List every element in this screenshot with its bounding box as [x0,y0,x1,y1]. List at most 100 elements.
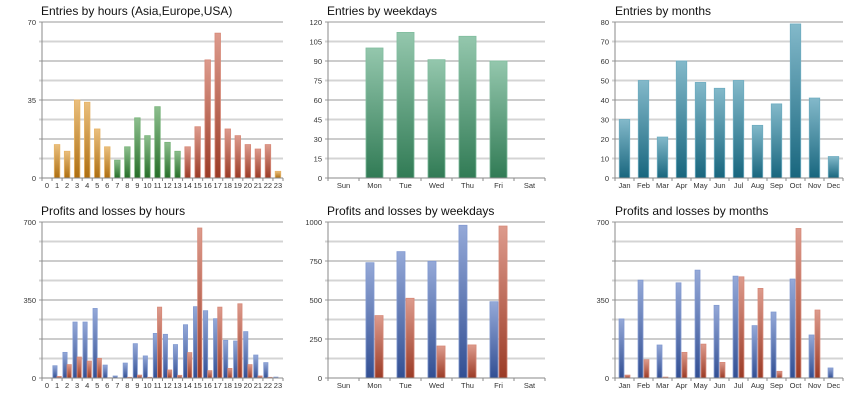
x-tick-label: Sat [524,381,536,390]
bar-may [695,82,705,178]
bar-profit-jan [619,319,624,378]
bar-profit-15 [193,307,197,378]
bar-profit-9 [133,344,137,378]
y-tick-label: 350 [596,296,609,305]
x-tick-label: 7 [115,381,119,390]
bar-aug [752,125,762,178]
chart-title: Entries by hours (Asia,Europe,USA) [41,4,232,18]
x-tick-label: Sep [770,381,783,390]
x-tick-label: 15 [193,381,201,390]
bar-profit-19 [234,341,238,378]
bar-profit-13 [173,345,177,378]
bar-profit-jun [714,305,719,378]
bar-profit-16 [203,311,207,378]
x-tick-label: 0 [45,181,49,190]
x-tick-label: Tue [399,181,412,190]
y-tick-label: 0 [32,374,36,383]
y-tick-label: 10 [601,155,609,164]
x-tick-label: 1 [55,181,59,190]
bar-13 [175,151,181,178]
y-tick-label: 750 [309,257,322,266]
y-tick-label: 0 [318,374,322,383]
bar-3 [74,100,80,178]
x-tick-label: Jan [618,381,630,390]
bar-20 [245,145,251,178]
bar-loss-14 [188,353,192,378]
y-tick-label: 30 [601,116,609,125]
bar-loss-aug [758,288,763,378]
bar-loss-mon [375,316,383,378]
bar-profit-may [695,270,700,378]
bar-profit-8 [123,363,127,378]
x-tick-label: 11 [154,181,162,190]
x-tick-label: 21 [254,381,262,390]
bar-profit-feb [638,280,643,378]
x-tick-label: 17 [214,381,222,390]
x-tick-label: 2 [65,381,69,390]
bar-1 [54,145,60,178]
bar-jun [714,88,724,178]
y-tick-label: 70 [28,18,36,27]
bar-profit-thu [459,225,467,378]
x-tick-label: Apr [676,381,688,390]
bar-23 [275,171,281,178]
x-tick-label: Sep [770,181,783,190]
y-tick-label: 90 [314,57,322,66]
x-tick-label: 9 [135,381,139,390]
x-tick-label: 19 [234,381,242,390]
y-tick-label: 20 [601,135,609,144]
x-tick-label: Wed [429,381,444,390]
x-tick-label: 20 [244,181,252,190]
x-tick-label: 1 [55,381,59,390]
x-tick-label: 13 [173,181,181,190]
bar-profit-21 [254,355,258,378]
chart-title: Profits and losses by weekdays [327,204,494,218]
bar-tue [397,32,414,178]
x-tick-label: Jun [713,181,725,190]
bar-profit-5 [93,308,97,378]
x-tick-label: May [693,381,707,390]
x-tick-label: 23 [274,381,282,390]
x-tick-label: 8 [125,381,129,390]
bar-profit-tue [397,252,405,378]
x-tick-label: 5 [95,381,99,390]
x-tick-label: Nov [808,181,822,190]
y-tick-label: 40 [601,96,609,105]
bar-profit-apr [676,283,681,378]
bar-19 [235,136,241,178]
chart-title: Profits and losses by hours [41,204,185,218]
x-tick-label: 20 [244,381,252,390]
x-tick-label: 16 [204,181,212,190]
bar-4 [84,102,90,178]
x-tick-label: 17 [214,181,222,190]
y-tick-label: 0 [32,174,36,183]
bar-profit-2 [63,352,67,378]
bar-10 [145,136,151,178]
bar-jul [733,81,743,179]
bar-loss-nov [815,310,820,378]
x-tick-label: 12 [163,381,171,390]
x-tick-label: 23 [274,181,282,190]
bar-loss-12 [168,370,172,378]
bar-12 [165,142,171,178]
x-tick-label: 14 [183,181,191,190]
x-tick-label: 3 [75,381,79,390]
bar-profit-22 [264,363,268,378]
bar-profit-11 [153,333,157,378]
bar-profit-6 [103,365,107,378]
bar-profit-oct [790,279,795,378]
x-tick-label: Oct [790,181,803,190]
bar-apr [676,61,686,178]
x-tick-label: Feb [637,181,650,190]
x-tick-label: 4 [85,381,89,390]
bar-profit-4 [83,322,87,378]
y-tick-label: 0 [605,374,609,383]
y-tick-label: 35 [28,96,36,105]
y-tick-label: 350 [23,296,36,305]
bar-loss-oct [796,228,801,378]
bar-profit-18 [224,340,228,378]
x-tick-label: Nov [808,381,822,390]
bar-14 [185,147,191,178]
